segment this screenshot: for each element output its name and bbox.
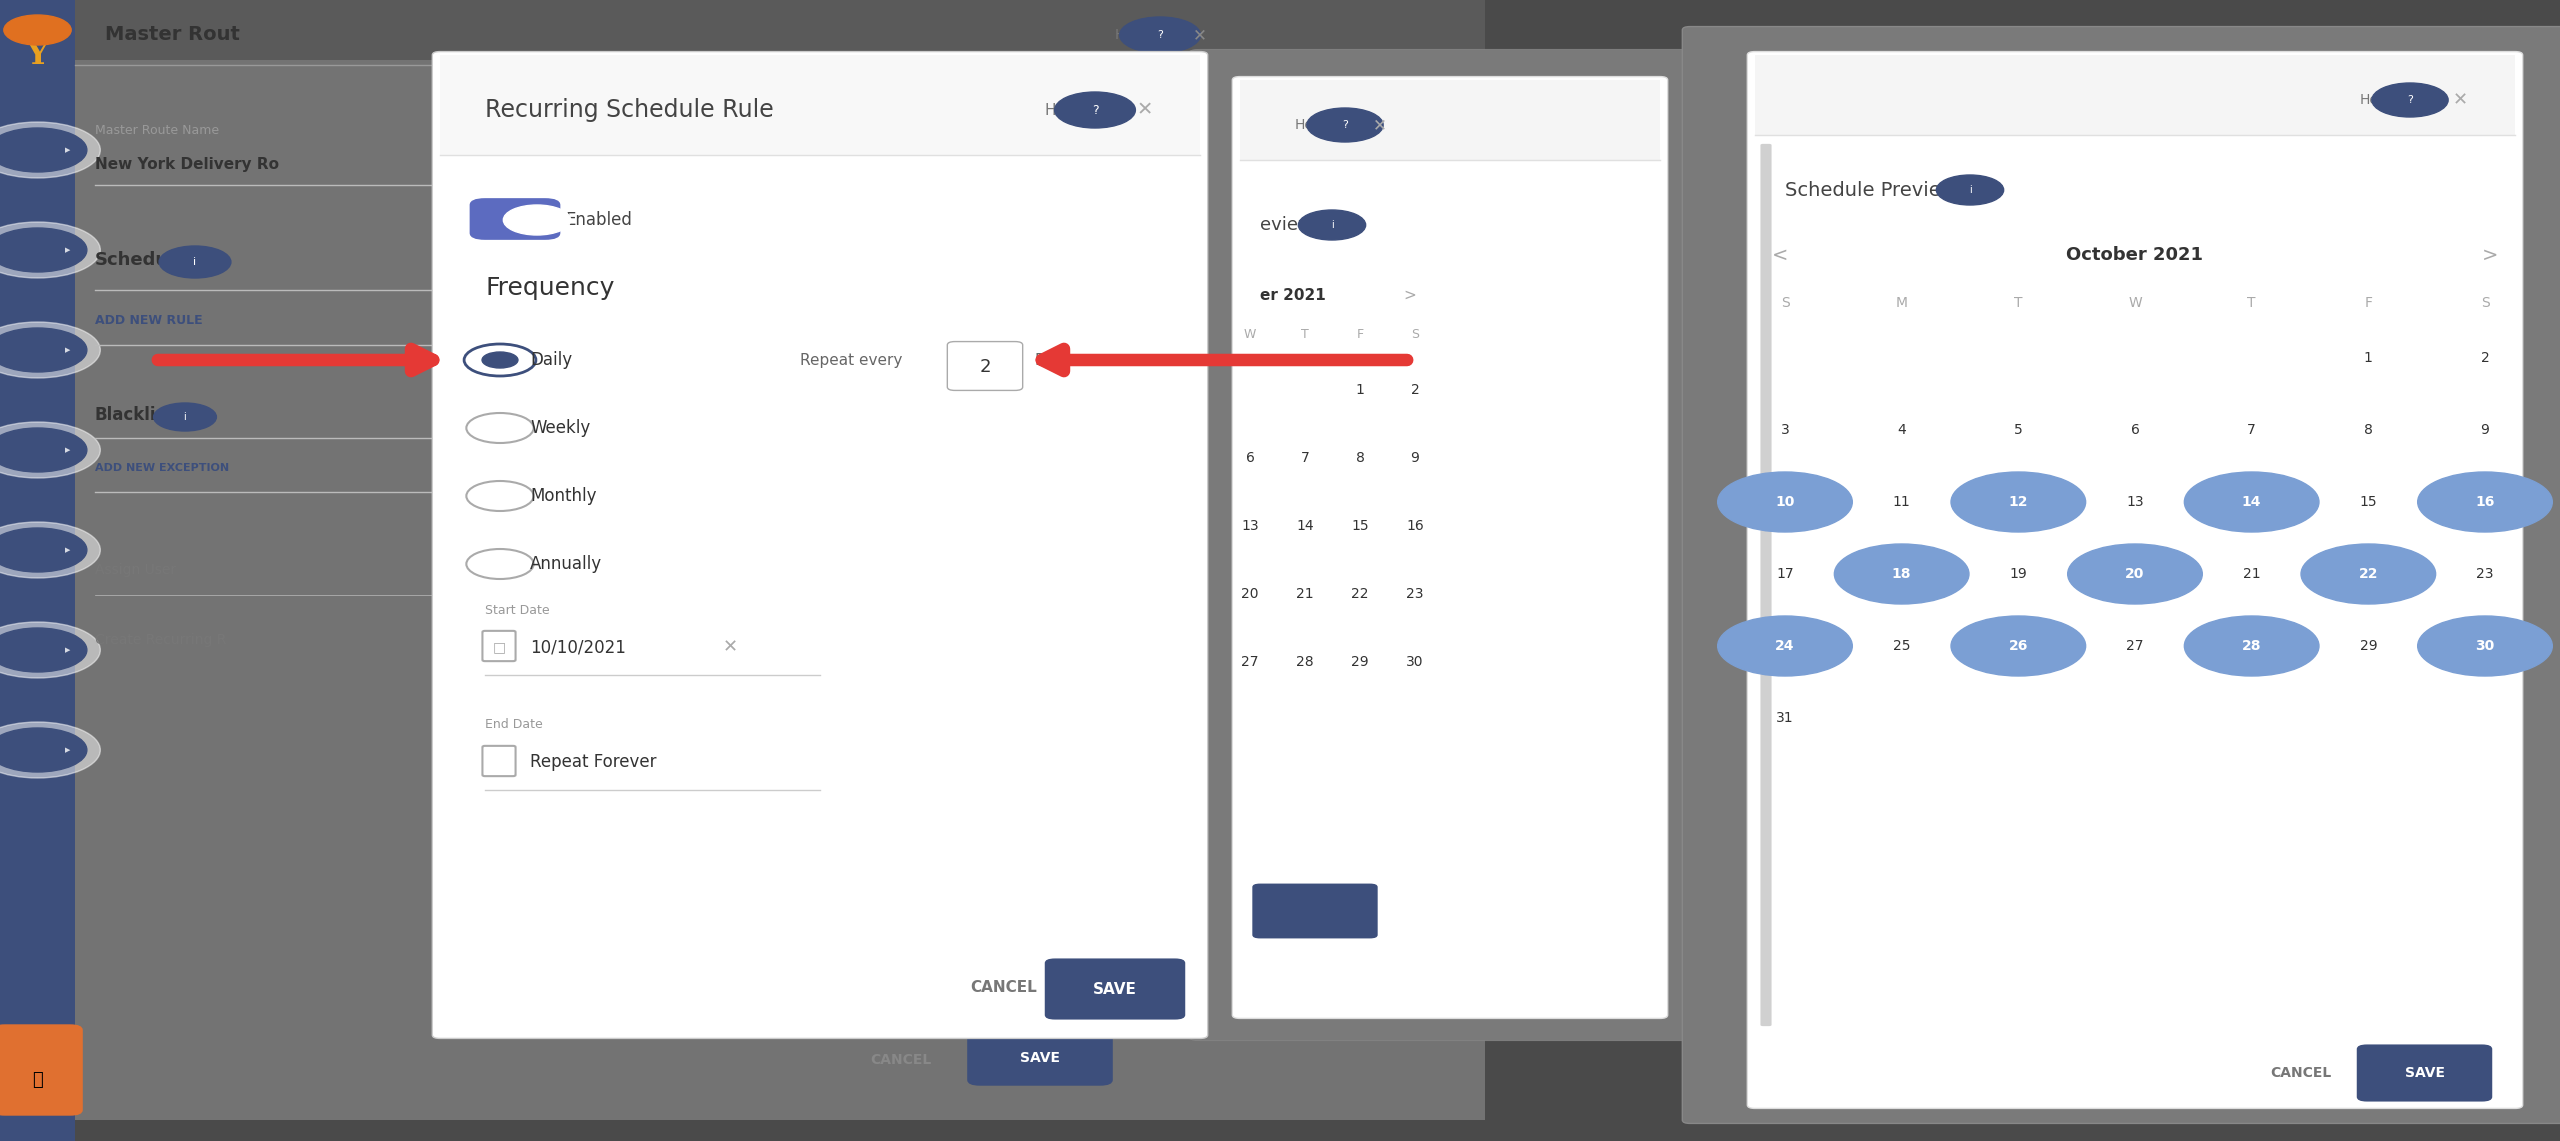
Text: i: i: [195, 257, 197, 267]
Text: ✕: ✕: [2452, 91, 2468, 110]
Text: Help: Help: [1295, 118, 1326, 132]
Text: Start Date: Start Date: [484, 604, 550, 616]
Text: 6: 6: [1247, 451, 1254, 466]
Text: SAVE: SAVE: [1093, 982, 1137, 997]
Text: 16: 16: [2476, 495, 2493, 509]
Text: □: □: [492, 640, 504, 654]
Text: 7: 7: [2248, 423, 2255, 437]
Text: Schedule Preview: Schedule Preview: [1784, 180, 1956, 200]
Text: 15: 15: [1352, 519, 1370, 533]
FancyBboxPatch shape: [440, 55, 1201, 155]
Text: 10/10/2021: 10/10/2021: [530, 638, 625, 656]
Text: F: F: [2365, 296, 2373, 310]
Text: S: S: [1411, 329, 1418, 341]
Text: 12: 12: [2010, 495, 2028, 509]
Text: >: >: [1403, 288, 1416, 302]
Text: 5: 5: [2015, 423, 2022, 437]
Text: 25: 25: [1892, 639, 1910, 653]
Text: CANCEL: CANCEL: [870, 1053, 932, 1067]
Circle shape: [1951, 616, 2086, 675]
Text: Y: Y: [26, 40, 49, 71]
Circle shape: [5, 15, 72, 44]
FancyBboxPatch shape: [2358, 1044, 2493, 1101]
Text: 26: 26: [2010, 639, 2028, 653]
FancyBboxPatch shape: [1188, 49, 1713, 1041]
Text: 7: 7: [1300, 451, 1308, 466]
Text: 20: 20: [2125, 567, 2145, 581]
Text: Frequency: Frequency: [484, 276, 614, 300]
Text: ?: ?: [1157, 30, 1162, 40]
FancyBboxPatch shape: [0, 1025, 82, 1116]
Text: ADD NEW EXCEPTION: ADD NEW EXCEPTION: [95, 463, 230, 474]
Text: 15: 15: [2360, 495, 2378, 509]
Text: Monthly: Monthly: [530, 487, 596, 505]
Circle shape: [1718, 472, 1853, 532]
Circle shape: [0, 428, 87, 472]
Circle shape: [1935, 175, 2004, 205]
Circle shape: [0, 728, 87, 772]
Circle shape: [0, 722, 100, 778]
Text: W: W: [1244, 329, 1257, 341]
Text: CANCEL: CANCEL: [2271, 1066, 2332, 1081]
Text: 21: 21: [1295, 586, 1313, 601]
Text: 3: 3: [1782, 423, 1789, 437]
Circle shape: [481, 353, 517, 369]
FancyBboxPatch shape: [1252, 883, 1377, 938]
Circle shape: [0, 628, 87, 672]
Text: 2: 2: [2481, 351, 2488, 365]
Text: Annually: Annually: [530, 555, 602, 573]
Text: 21: 21: [2243, 567, 2260, 581]
Text: ?: ?: [2406, 95, 2414, 105]
Text: ✕: ✕: [1372, 116, 1388, 133]
Text: 22: 22: [2358, 567, 2378, 581]
Circle shape: [1718, 616, 1853, 675]
Text: 27: 27: [1242, 655, 1260, 669]
Circle shape: [2417, 472, 2552, 532]
Text: 30: 30: [2476, 639, 2493, 653]
Text: 1: 1: [1357, 383, 1364, 397]
Circle shape: [0, 228, 87, 272]
Text: 22: 22: [1352, 586, 1370, 601]
Text: 6: 6: [2130, 423, 2140, 437]
Text: New York Delivery Ro: New York Delivery Ro: [95, 157, 279, 172]
FancyBboxPatch shape: [1239, 80, 1659, 160]
Text: ▶: ▶: [64, 246, 69, 253]
Text: 30: 30: [1405, 655, 1423, 669]
FancyBboxPatch shape: [947, 341, 1021, 390]
Text: 18: 18: [1892, 567, 1912, 581]
Text: F: F: [1357, 329, 1364, 341]
Text: Master Route Name: Master Route Name: [95, 123, 220, 137]
Text: Daily: Daily: [530, 351, 571, 369]
FancyBboxPatch shape: [468, 199, 561, 240]
FancyBboxPatch shape: [433, 51, 1208, 1038]
Text: 29: 29: [1352, 655, 1370, 669]
Text: Help: Help: [1116, 29, 1147, 42]
FancyArrowPatch shape: [1042, 349, 1408, 371]
FancyBboxPatch shape: [74, 30, 1485, 1120]
Text: 9: 9: [1411, 451, 1418, 466]
FancyBboxPatch shape: [1231, 76, 1667, 1019]
Circle shape: [0, 327, 87, 372]
Text: 23: 23: [1405, 586, 1423, 601]
Text: i: i: [1969, 185, 1971, 195]
FancyBboxPatch shape: [968, 1025, 1114, 1086]
Text: 1: 1: [2363, 351, 2373, 365]
Text: ?: ?: [1091, 104, 1098, 116]
Circle shape: [154, 403, 218, 431]
Text: 14: 14: [1295, 519, 1313, 533]
Text: T: T: [2248, 296, 2255, 310]
Text: W: W: [2127, 296, 2143, 310]
Text: 2: 2: [1411, 383, 1418, 397]
FancyArrowPatch shape: [159, 349, 433, 371]
Text: ✕: ✕: [1137, 100, 1152, 120]
FancyBboxPatch shape: [1761, 144, 1772, 1026]
Text: 4: 4: [1897, 423, 1907, 437]
Text: i: i: [184, 412, 187, 422]
Text: 💬: 💬: [33, 1071, 44, 1089]
Text: SAVE: SAVE: [2404, 1066, 2445, 1081]
Circle shape: [2417, 616, 2552, 675]
Text: Repeat every: Repeat every: [799, 353, 901, 367]
Text: ▶: ▶: [64, 347, 69, 353]
Circle shape: [2068, 544, 2202, 604]
